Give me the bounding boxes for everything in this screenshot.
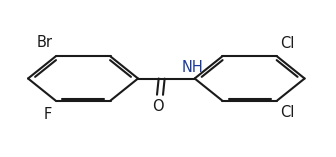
Text: Cl: Cl [281,36,295,51]
Text: O: O [152,99,164,114]
Text: Cl: Cl [281,105,295,120]
Text: Br: Br [37,35,53,50]
Text: F: F [44,107,52,122]
Text: NH: NH [182,60,204,75]
